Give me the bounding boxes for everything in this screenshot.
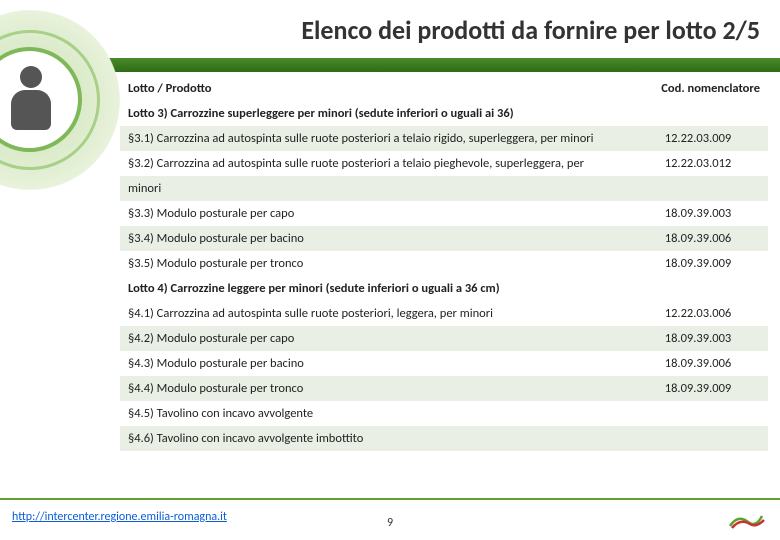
item-code — [628, 176, 768, 201]
table-row: §4.2) Modulo posturale per capo18.09.39.… — [120, 326, 768, 351]
table-row: §4.6) Tavolino con incavo avvolgente imb… — [120, 426, 768, 451]
item-label: §4.4) Modulo posturale per tronco — [120, 376, 628, 401]
footer: http://intercenter.regione.emilia-romagn… — [0, 498, 780, 532]
footer-logo-icon — [726, 508, 766, 532]
page-title: Elenco dei prodotti da fornire per lotto… — [301, 14, 760, 46]
table-row: §4.5) Tavolino con incavo avvolgente — [120, 401, 768, 426]
table-row: §4.1) Carrozzina ad autospinta sulle ruo… — [120, 301, 768, 326]
table-row: §4.3) Modulo posturale per bacino18.09.3… — [120, 351, 768, 376]
footer-divider — [0, 498, 780, 500]
table-row: §3.4) Modulo posturale per bacino18.09.3… — [120, 226, 768, 251]
decorative-rings-icon — [0, 10, 120, 190]
col-lotto-prodotto: Lotto / Prodotto — [120, 76, 628, 101]
table-row: minori — [120, 176, 768, 201]
item-label: §4.1) Carrozzina ad autospinta sulle ruo… — [120, 301, 628, 326]
table-row: §3.2) Carrozzina ad autospinta sulle ruo… — [120, 151, 768, 176]
item-code: 12.22.03.012 — [628, 151, 768, 176]
section-label: Lotto 4) Carrozzine leggere per minori (… — [120, 276, 768, 301]
item-label: §3.2) Carrozzina ad autospinta sulle ruo… — [120, 151, 628, 176]
page-number: 9 — [387, 516, 393, 530]
item-code: 18.09.39.006 — [628, 226, 768, 251]
table-section-row: Lotto 3) Carrozzine superleggere per min… — [120, 101, 768, 126]
products-table-container: Lotto / Prodotto Cod. nomenclatore Lotto… — [120, 76, 768, 451]
table-section-row: Lotto 4) Carrozzine leggere per minori (… — [120, 276, 768, 301]
item-label: §4.6) Tavolino con incavo avvolgente imb… — [120, 426, 628, 451]
item-label-continuation: minori — [120, 176, 628, 201]
item-label: §4.3) Modulo posturale per bacino — [120, 351, 628, 376]
item-code — [628, 401, 768, 426]
item-code: 18.09.39.009 — [628, 376, 768, 401]
item-code: 18.09.39.003 — [628, 201, 768, 226]
person-icon — [8, 66, 53, 136]
item-label: §3.1) Carrozzina ad autospinta sulle ruo… — [120, 126, 628, 151]
table-row: §4.4) Modulo posturale per tronco18.09.3… — [120, 376, 768, 401]
item-code: 18.09.39.003 — [628, 326, 768, 351]
footer-link[interactable]: http://intercenter.regione.emilia-romagn… — [12, 510, 227, 524]
item-code: 18.09.39.009 — [628, 251, 768, 276]
item-code — [628, 426, 768, 451]
item-label: §4.2) Modulo posturale per capo — [120, 326, 628, 351]
item-label: §3.4) Modulo posturale per bacino — [120, 226, 628, 251]
item-code: 12.22.03.006 — [628, 301, 768, 326]
section-label: Lotto 3) Carrozzine superleggere per min… — [120, 101, 768, 126]
item-code: 12.22.03.009 — [628, 126, 768, 151]
item-label: §3.5) Modulo posturale per tronco — [120, 251, 628, 276]
table-row: §3.3) Modulo posturale per capo18.09.39.… — [120, 201, 768, 226]
item-label: §4.5) Tavolino con incavo avvolgente — [120, 401, 628, 426]
table-row: §3.5) Modulo posturale per tronco18.09.3… — [120, 251, 768, 276]
item-code: 18.09.39.006 — [628, 351, 768, 376]
table-row: §3.1) Carrozzina ad autospinta sulle ruo… — [120, 126, 768, 151]
table-header-row: Lotto / Prodotto Cod. nomenclatore — [120, 76, 768, 101]
item-label: §3.3) Modulo posturale per capo — [120, 201, 628, 226]
products-table: Lotto / Prodotto Cod. nomenclatore Lotto… — [120, 76, 768, 451]
col-cod-nomenclatore: Cod. nomenclatore — [628, 76, 768, 101]
